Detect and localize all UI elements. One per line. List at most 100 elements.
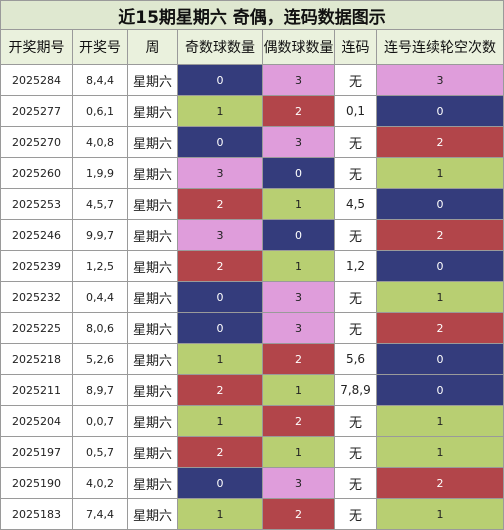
- consecutive-miss-cell: 0: [375, 343, 504, 375]
- even-count-cell: 2: [262, 498, 335, 530]
- even-count-cell: 1: [262, 188, 335, 220]
- consecutive-cell: 无: [334, 405, 377, 437]
- issue-cell: 2025204: [0, 405, 73, 437]
- header-issue: 开奖期号: [0, 29, 73, 65]
- consecutive-miss-cell: 2: [375, 126, 504, 158]
- numbers-cell: 0,4,4: [72, 281, 128, 313]
- consecutive-miss-cell: 1: [375, 157, 504, 189]
- even-count-cell: 3: [262, 126, 335, 158]
- consecutive-miss-cell: 0: [375, 250, 504, 282]
- table-row: 2025204 0,0,7 星期六 1 2 无 1: [0, 405, 504, 437]
- issue-cell: 2025284: [0, 64, 73, 96]
- table-row: 2025253 4,5,7 星期六 2 1 4,5 0: [0, 188, 504, 220]
- numbers-cell: 7,4,4: [72, 498, 128, 530]
- issue-cell: 2025239: [0, 250, 73, 282]
- header-consecutive: 连码: [334, 29, 377, 65]
- consecutive-cell: 无: [334, 467, 377, 499]
- issue-cell: 2025246: [0, 219, 73, 251]
- odd-count-cell: 0: [177, 64, 263, 96]
- even-count-cell: 1: [262, 436, 335, 468]
- consecutive-cell: 无: [334, 498, 377, 530]
- table-row: 2025239 1,2,5 星期六 2 1 1,2 0: [0, 250, 504, 282]
- table-row: 2025197 0,5,7 星期六 2 1 无 1: [0, 436, 504, 468]
- table-row: 2025211 8,9,7 星期六 2 1 7,8,9 0: [0, 374, 504, 406]
- odd-count-cell: 2: [177, 188, 263, 220]
- weekday-cell: 星期六: [127, 188, 178, 220]
- consecutive-cell: 7,8,9: [334, 374, 377, 406]
- consecutive-miss-cell: 2: [375, 312, 504, 344]
- numbers-cell: 0,6,1: [72, 95, 128, 127]
- consecutive-cell: 无: [334, 281, 377, 313]
- consecutive-miss-cell: 1: [375, 436, 504, 468]
- consecutive-miss-cell: 0: [375, 374, 504, 406]
- weekday-cell: 星期六: [127, 281, 178, 313]
- weekday-cell: 星期六: [127, 405, 178, 437]
- weekday-cell: 星期六: [127, 467, 178, 499]
- weekday-cell: 星期六: [127, 312, 178, 344]
- numbers-cell: 5,2,6: [72, 343, 128, 375]
- table-row: 2025232 0,4,4 星期六 0 3 无 1: [0, 281, 504, 313]
- numbers-cell: 0,0,7: [72, 405, 128, 437]
- odd-count-cell: 2: [177, 436, 263, 468]
- weekday-cell: 星期六: [127, 95, 178, 127]
- even-count-cell: 2: [262, 95, 335, 127]
- odd-count-cell: 2: [177, 374, 263, 406]
- numbers-cell: 4,0,8: [72, 126, 128, 158]
- table-row: 2025260 1,9,9 星期六 3 0 无 1: [0, 157, 504, 189]
- consecutive-cell: 4,5: [334, 188, 377, 220]
- even-count-cell: 3: [262, 281, 335, 313]
- numbers-cell: 8,0,6: [72, 312, 128, 344]
- table-row: 2025218 5,2,6 星期六 1 2 5,6 0: [0, 343, 504, 375]
- odd-count-cell: 1: [177, 405, 263, 437]
- consecutive-miss-cell: 0: [375, 188, 504, 220]
- consecutive-miss-cell: 2: [375, 219, 504, 251]
- issue-cell: 2025190: [0, 467, 73, 499]
- numbers-cell: 8,4,4: [72, 64, 128, 96]
- odd-count-cell: 0: [177, 126, 263, 158]
- consecutive-cell: 无: [334, 126, 377, 158]
- even-count-cell: 1: [262, 374, 335, 406]
- odd-count-cell: 0: [177, 467, 263, 499]
- table-title: 近15期星期六 奇偶，连码数据图示: [0, 0, 504, 30]
- issue-cell: 2025253: [0, 188, 73, 220]
- odd-count-cell: 1: [177, 498, 263, 530]
- table-row: 2025284 8,4,4 星期六 0 3 无 3: [0, 64, 504, 96]
- consecutive-cell: 0,1: [334, 95, 377, 127]
- weekday-cell: 星期六: [127, 64, 178, 96]
- even-count-cell: 0: [262, 157, 335, 189]
- even-count-cell: 0: [262, 219, 335, 251]
- consecutive-miss-cell: 1: [375, 281, 504, 313]
- issue-cell: 2025211: [0, 374, 73, 406]
- numbers-cell: 0,5,7: [72, 436, 128, 468]
- consecutive-cell: 5,6: [334, 343, 377, 375]
- weekday-cell: 星期六: [127, 374, 178, 406]
- issue-cell: 2025260: [0, 157, 73, 189]
- issue-cell: 2025277: [0, 95, 73, 127]
- odd-count-cell: 2: [177, 250, 263, 282]
- numbers-cell: 1,9,9: [72, 157, 128, 189]
- even-count-cell: 2: [262, 343, 335, 375]
- odd-count-cell: 1: [177, 343, 263, 375]
- header-row: 开奖期号 开奖号 周 奇数球数量 偶数球数量 连码 连号连续轮空次数: [0, 29, 504, 65]
- numbers-cell: 8,9,7: [72, 374, 128, 406]
- numbers-cell: 1,2,5: [72, 250, 128, 282]
- table-row: 2025225 8,0,6 星期六 0 3 无 2: [0, 312, 504, 344]
- weekday-cell: 星期六: [127, 126, 178, 158]
- weekday-cell: 星期六: [127, 498, 178, 530]
- consecutive-miss-cell: 1: [375, 498, 504, 530]
- consecutive-cell: 无: [334, 312, 377, 344]
- header-consecutive-miss: 连号连续轮空次数: [375, 29, 504, 65]
- consecutive-cell: 无: [334, 436, 377, 468]
- weekday-cell: 星期六: [127, 157, 178, 189]
- consecutive-cell: 1,2: [334, 250, 377, 282]
- odd-count-cell: 1: [177, 95, 263, 127]
- weekday-cell: 星期六: [127, 219, 178, 251]
- numbers-cell: 4,0,2: [72, 467, 128, 499]
- header-weekday: 周: [127, 29, 178, 65]
- table-row: 2025183 7,4,4 星期六 1 2 无 1: [0, 498, 504, 530]
- issue-cell: 2025232: [0, 281, 73, 313]
- odd-count-cell: 0: [177, 281, 263, 313]
- even-count-cell: 3: [262, 467, 335, 499]
- odd-count-cell: 3: [177, 157, 263, 189]
